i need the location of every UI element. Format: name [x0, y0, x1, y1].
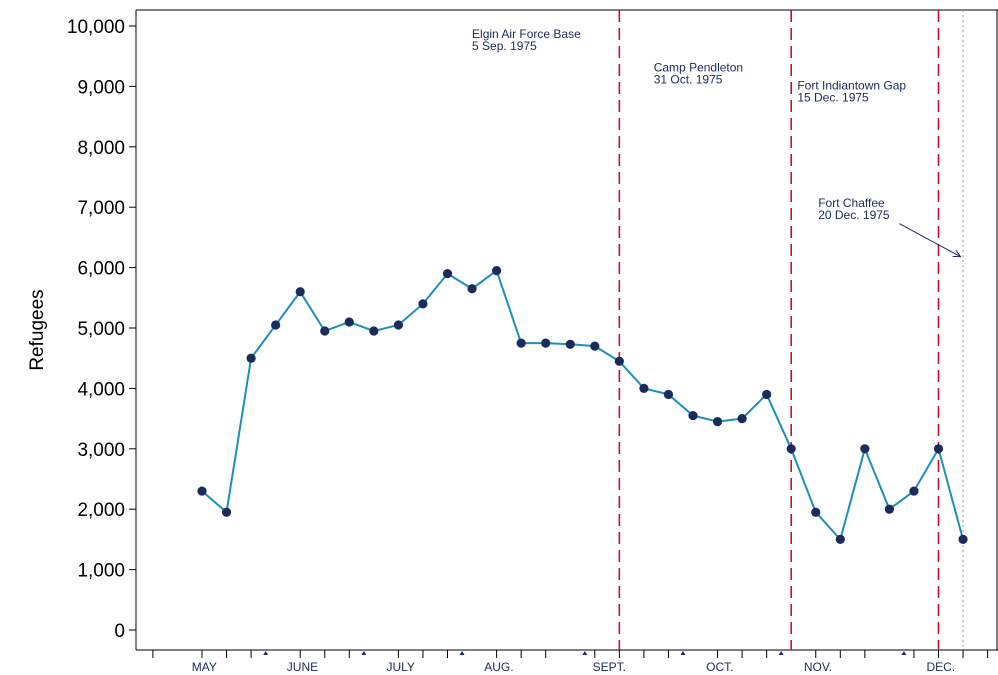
x-minor-marker [361, 651, 367, 655]
data-point [467, 284, 477, 294]
data-point [811, 507, 821, 517]
x-month-label: JULY [386, 660, 414, 674]
series-refugees [197, 266, 968, 545]
x-month-label: OCT. [706, 660, 733, 674]
x-month-label: MAY [192, 660, 217, 674]
x-minor-marker [680, 651, 686, 655]
data-point [762, 389, 772, 400]
data-point [541, 338, 551, 348]
data-point [246, 353, 256, 363]
data-point [933, 444, 944, 454]
data-point [958, 534, 968, 545]
annotation-line: Fort Chaffee [818, 196, 885, 210]
y-tick-label: 3,000 [77, 440, 125, 461]
x-minor-marker [778, 651, 784, 655]
x-minor-marker [901, 651, 907, 655]
data-point [909, 486, 919, 496]
x-month-label: DEC. [926, 660, 955, 674]
data-point [197, 486, 207, 496]
data-point [221, 507, 232, 517]
annotation-arrow [898, 223, 961, 258]
y-axis-label: Refugees [27, 289, 48, 370]
data-point [516, 338, 526, 348]
data-point [320, 326, 330, 336]
data-point [639, 383, 649, 393]
x-minor-marker [263, 651, 269, 655]
data-point [369, 326, 379, 336]
data-point [393, 320, 403, 330]
x-minor-marker [459, 651, 465, 655]
y-tick-label: 8,000 [77, 138, 125, 159]
y-tick-label: 1,000 [77, 561, 125, 582]
annotation-line: 31 Oct. 1975 [654, 72, 723, 86]
data-point [492, 266, 502, 276]
axes: 0 1,000 2,000 3,000 4,000 5,000 6,000 7,000 8,00… [67, 9, 998, 674]
data-point [295, 287, 305, 297]
y-tick-label: 2,000 [77, 500, 125, 521]
y-tick-label: 6,000 [77, 259, 125, 280]
x-month-label: SEPT. [593, 660, 626, 674]
data-point [442, 269, 453, 279]
data-point [614, 356, 624, 366]
annotation-line: Elgin Air Force Base [472, 27, 581, 41]
data-point [786, 444, 796, 454]
data-point [835, 534, 845, 545]
data-point [884, 504, 895, 514]
annotation-arrowhead [952, 249, 962, 258]
x-month-label: AUG. [484, 660, 513, 674]
annotation-line: 20 Dec. 1975 [818, 208, 890, 222]
data-point [418, 299, 428, 309]
data-point [271, 320, 281, 330]
annotation-line: 5 Sep. 1975 [472, 39, 537, 53]
annotation-text: Elgin Air Force Base 5 Sep. 1975 [472, 27, 581, 53]
annotation-line: Fort Indiantown Gap [797, 78, 906, 92]
data-point [712, 417, 723, 427]
data-point [737, 414, 747, 424]
x-month-label: JUNE [287, 660, 318, 674]
y-tick-label: 10,000 [67, 17, 125, 38]
y-tick-label: 9,000 [77, 77, 125, 98]
annotation-line: 15 Dec. 1975 [797, 90, 869, 104]
data-point [590, 341, 600, 351]
annotation-text: Camp Pendleton 31 Oct. 1975 [654, 60, 743, 86]
annotation-line: Camp Pendleton [654, 60, 743, 74]
x-month-label: NOV. [804, 660, 832, 674]
series-line [201, 269, 965, 542]
y-tick-label: 5,000 [77, 319, 125, 340]
y-tick-label: 7,000 [77, 198, 125, 219]
annotations: Elgin Air Force Base 5 Sep. 1975 Camp Pend… [472, 27, 962, 258]
data-point [344, 317, 354, 327]
y-tick-label: 4,000 [77, 379, 125, 400]
event-lines [618, 10, 964, 650]
data-point [663, 389, 674, 400]
annotation-text: Fort Indiantown Gap 15 Dec. 1975 [797, 78, 906, 104]
data-point [688, 410, 698, 421]
x-minor-marker [582, 651, 588, 655]
y-tick-label: 0 [114, 621, 125, 642]
data-point [565, 339, 575, 349]
data-point [860, 444, 870, 454]
annotation-text: Fort Chaffee 20 Dec. 1975 [818, 196, 890, 222]
